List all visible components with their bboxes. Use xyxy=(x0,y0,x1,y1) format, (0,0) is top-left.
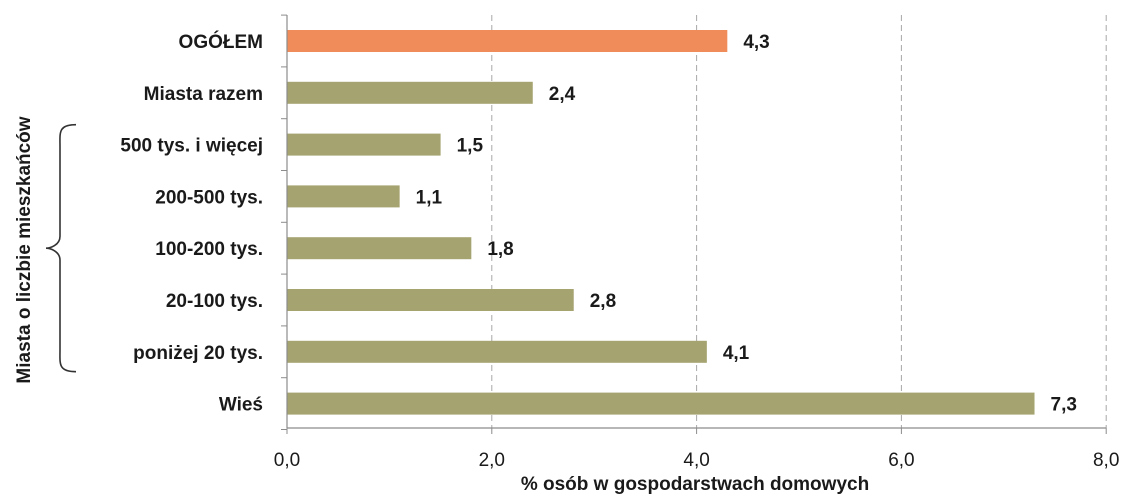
x-tick-labels: 0,0 2,0 4,0 6,0 8,0 xyxy=(274,450,1120,471)
bar-6 xyxy=(287,340,707,363)
value-label-4: 1,8 xyxy=(487,239,513,260)
axes xyxy=(281,14,1107,434)
category-label-6: poniżej 20 tys. xyxy=(133,343,263,364)
value-label-3: 1,1 xyxy=(416,187,443,208)
value-label-6: 4,1 xyxy=(723,343,750,364)
bars xyxy=(287,30,1035,415)
group-brace xyxy=(45,123,77,373)
bar-0 xyxy=(287,30,728,52)
value-label-0: 4,3 xyxy=(743,32,769,53)
category-label-5: 20-100 tys. xyxy=(166,291,263,312)
bar-3 xyxy=(287,185,400,208)
x-tick-label-4: 8,0 xyxy=(1093,450,1119,471)
category-label-4: 100-200 tys. xyxy=(155,239,263,260)
value-label-2: 1,5 xyxy=(457,136,484,157)
bar-7 xyxy=(287,392,1035,415)
category-label-3: 200-500 tys. xyxy=(155,187,263,208)
category-label-1: Miasta razem xyxy=(144,84,263,105)
category-label-7: Wieś xyxy=(219,395,263,416)
category-labels: OGÓŁEM Miasta razem 500 tys. i więcej 200-5… xyxy=(120,31,263,416)
value-label-1: 2,4 xyxy=(549,84,576,105)
gridlines xyxy=(491,15,1107,428)
x-tick-label-0: 0,0 xyxy=(274,450,300,471)
value-label-7: 7,3 xyxy=(1051,395,1077,416)
x-tick-label-2: 4,0 xyxy=(683,450,709,471)
bar-2 xyxy=(287,133,441,156)
category-label-0: OGÓŁEM xyxy=(179,31,263,53)
bar-4 xyxy=(287,237,472,260)
x-tick-label-3: 6,0 xyxy=(888,450,914,471)
x-axis-title: % osób w gospodarstwach domowych xyxy=(521,474,869,495)
group-title: Miasta o liczbie mieszkańców xyxy=(14,116,35,383)
x-tick-label-1: 2,0 xyxy=(479,450,505,471)
category-label-2: 500 tys. i więcej xyxy=(120,136,263,157)
bar-5 xyxy=(287,289,574,311)
value-label-5: 2,8 xyxy=(590,291,616,312)
bar-1 xyxy=(287,81,533,104)
value-labels: 4,3 2,4 1,5 1,1 1,8 2,8 4,1 7,3 xyxy=(416,32,1077,416)
